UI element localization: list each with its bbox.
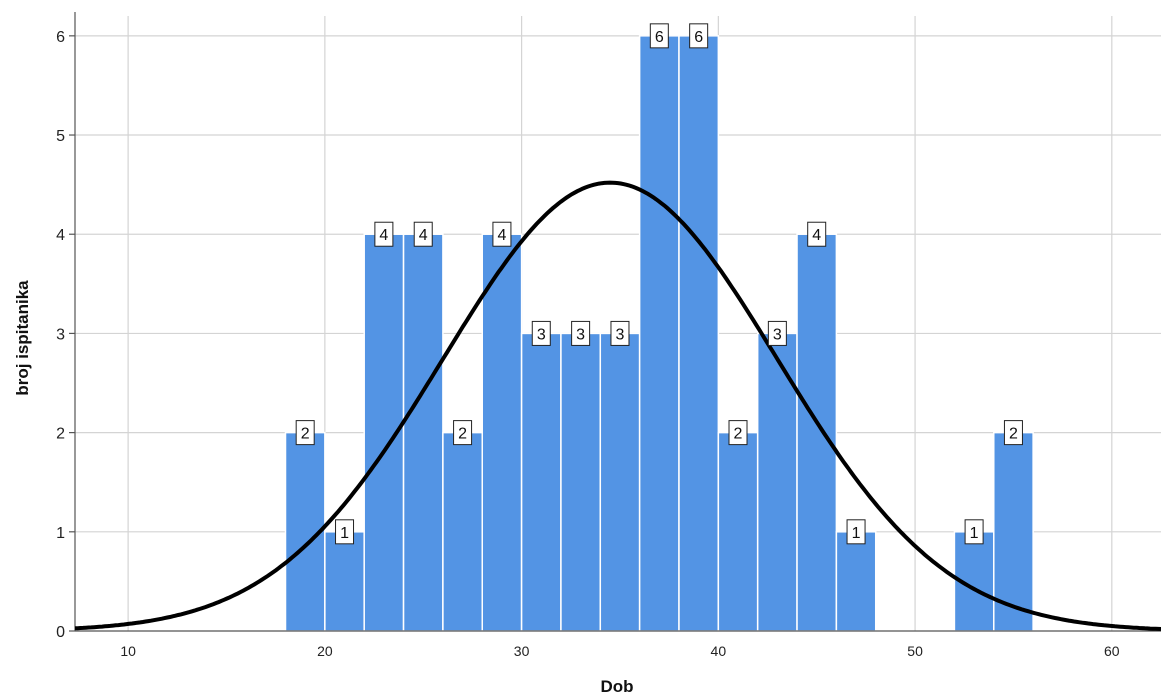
histogram-bar [599,332,641,632]
data-label-box [335,519,355,545]
data-label: 4 [379,227,388,244]
x-tick-label: 40 [711,643,727,659]
data-label: 3 [537,326,546,343]
data-label: 6 [655,29,664,46]
data-label-box [767,320,787,346]
data-label: 3 [773,326,782,343]
y-tick-label: 3 [56,326,65,343]
data-label: 2 [734,426,743,443]
data-label-box [964,519,984,545]
x-tick-label: 60 [1104,643,1120,659]
tick-labels: 10 20 30 40 50 60 0 1 2 3 4 5 6 [56,29,1120,659]
data-label-box [846,519,866,545]
histogram-bar [442,431,483,632]
histogram-bar [678,35,720,632]
data-label-box [689,23,709,49]
x-axis-label: Dob [600,677,633,696]
data-label: 1 [340,525,349,542]
data-label-box [453,420,473,446]
data-label: 4 [419,227,428,244]
data-label: 2 [301,426,310,443]
histogram-bar [481,233,523,632]
data-label-box [295,420,315,446]
data-label-box [413,221,433,247]
histogram-bar [835,531,877,632]
x-tick-label: 30 [514,643,530,659]
histogram-bar [324,531,365,632]
histogram-bar [560,332,602,632]
data-label: 3 [576,326,585,343]
data-label: 6 [694,29,703,46]
data-label: 2 [1009,426,1018,443]
data-label-box [492,221,512,247]
histogram-bar [717,431,759,632]
x-tick-label: 20 [317,643,333,659]
y-tick-label: 2 [56,426,65,443]
histogram-bars [284,35,1034,632]
y-axis-label: broj ispitanika [13,280,32,396]
data-label: 1 [852,525,861,542]
x-tick-label: 50 [907,643,923,659]
data-label-box [610,320,630,346]
y-tick-label: 0 [56,624,65,641]
data-label: 4 [812,227,821,244]
data-label-box [374,221,394,247]
y-tick-label: 1 [56,525,65,542]
y-tick-label: 4 [56,227,65,244]
data-label-box [807,221,827,247]
y-tick-label: 5 [56,128,65,145]
histogram-bar [796,233,838,632]
data-label: 1 [970,525,979,542]
histogram-bar [993,431,1034,632]
histogram-bar [520,332,562,632]
data-label-box [728,420,748,446]
data-label: 4 [497,227,506,244]
x-tick-label: 10 [120,643,136,659]
data-label-box [1003,420,1023,446]
data-label: 2 [458,426,467,443]
histogram-bar [638,35,680,632]
normal-curve [74,180,1161,631]
data-label-box [571,320,591,346]
data-label: 3 [616,326,625,343]
normal-curve-layer [74,180,1161,631]
data-label-box [531,320,551,346]
y-tick-label: 6 [56,29,65,46]
histogram-bar [402,233,444,632]
axes [69,12,1161,632]
bar-data-labels: 2 1 4 4 2 4 3 3 3 6 6 2 3 4 1 1 2 [295,23,1023,545]
data-label-box [649,23,669,49]
